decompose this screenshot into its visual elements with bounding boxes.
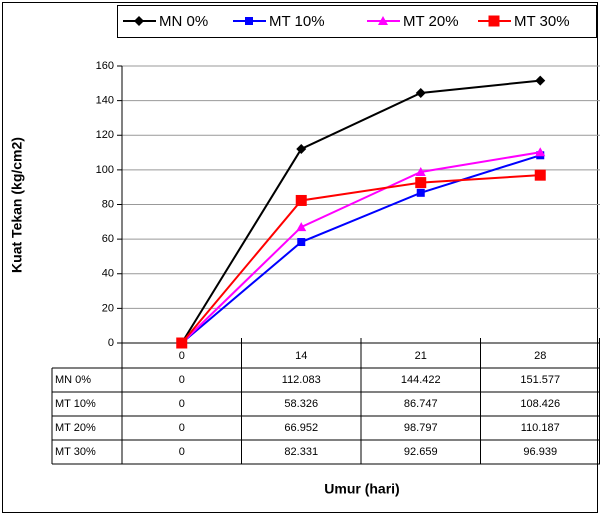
table-series-name: MT 30%: [55, 446, 96, 458]
table-cell: 0: [179, 398, 185, 410]
legend-marker: [488, 15, 500, 27]
point: [534, 169, 546, 181]
series-line: [180, 174, 541, 344]
point: [416, 188, 425, 197]
y-tick-label: 20: [102, 302, 114, 314]
table-cell: 151.577: [520, 374, 560, 386]
table-cell: 96.939: [523, 446, 557, 458]
table-cell: 66.952: [284, 422, 318, 434]
point: [535, 75, 546, 86]
table-cell: 0: [179, 446, 185, 458]
x-tick-label: 0: [179, 350, 185, 362]
y-tick-label: 100: [96, 164, 114, 176]
series-line: [181, 151, 541, 344]
y-tick-label: 160: [96, 60, 114, 72]
table-cell: 92.659: [404, 446, 438, 458]
point: [296, 143, 307, 154]
table-series-name: MT 10%: [55, 398, 96, 410]
point: [415, 87, 426, 98]
y-tick-label: 140: [96, 95, 114, 107]
point: [535, 147, 546, 157]
table-cell: 58.326: [284, 398, 318, 410]
series-line: [180, 79, 541, 344]
y-tick-label: 60: [102, 233, 114, 245]
table-cell: 0: [179, 374, 185, 386]
legend-marker: [378, 16, 388, 25]
x-axis-title: Umur (hari): [324, 481, 399, 497]
legend-label: MT 20%: [403, 13, 459, 30]
table-cell: 86.747: [404, 398, 438, 410]
legend-marker: [134, 16, 144, 26]
legend-label: MN 0%: [159, 13, 208, 30]
point: [297, 238, 306, 247]
table-series-name: MT 20%: [55, 422, 96, 434]
point: [295, 194, 307, 206]
table-cell: 110.187: [521, 422, 560, 434]
table-cell: 108.426: [520, 398, 560, 410]
point: [176, 337, 188, 349]
y-tick-label: 40: [102, 268, 114, 280]
series-line: [181, 154, 541, 344]
table-series-name: MN 0%: [55, 374, 91, 386]
x-tick-label: 21: [415, 350, 427, 362]
point: [296, 222, 307, 232]
y-tick-label: 0: [108, 337, 114, 349]
point: [415, 166, 426, 176]
y-tick-label: 120: [96, 129, 114, 141]
table-cell: 144.422: [401, 374, 441, 386]
table-cell: 98.797: [404, 422, 438, 434]
legend-box: [117, 5, 597, 38]
x-tick-label: 14: [295, 350, 307, 362]
y-axis-title: Kuat Tekan (kg/cm2): [9, 137, 25, 273]
x-tick-label: 28: [534, 350, 546, 362]
table-cell: 82.331: [284, 446, 318, 458]
table-cell: 0: [179, 422, 185, 434]
point: [415, 177, 427, 189]
legend-marker: [245, 17, 253, 25]
table-cell: 112.083: [282, 374, 321, 386]
legend-label: MT 10%: [269, 13, 325, 30]
legend-label: MT 30%: [514, 13, 570, 30]
y-tick-label: 80: [102, 198, 114, 210]
